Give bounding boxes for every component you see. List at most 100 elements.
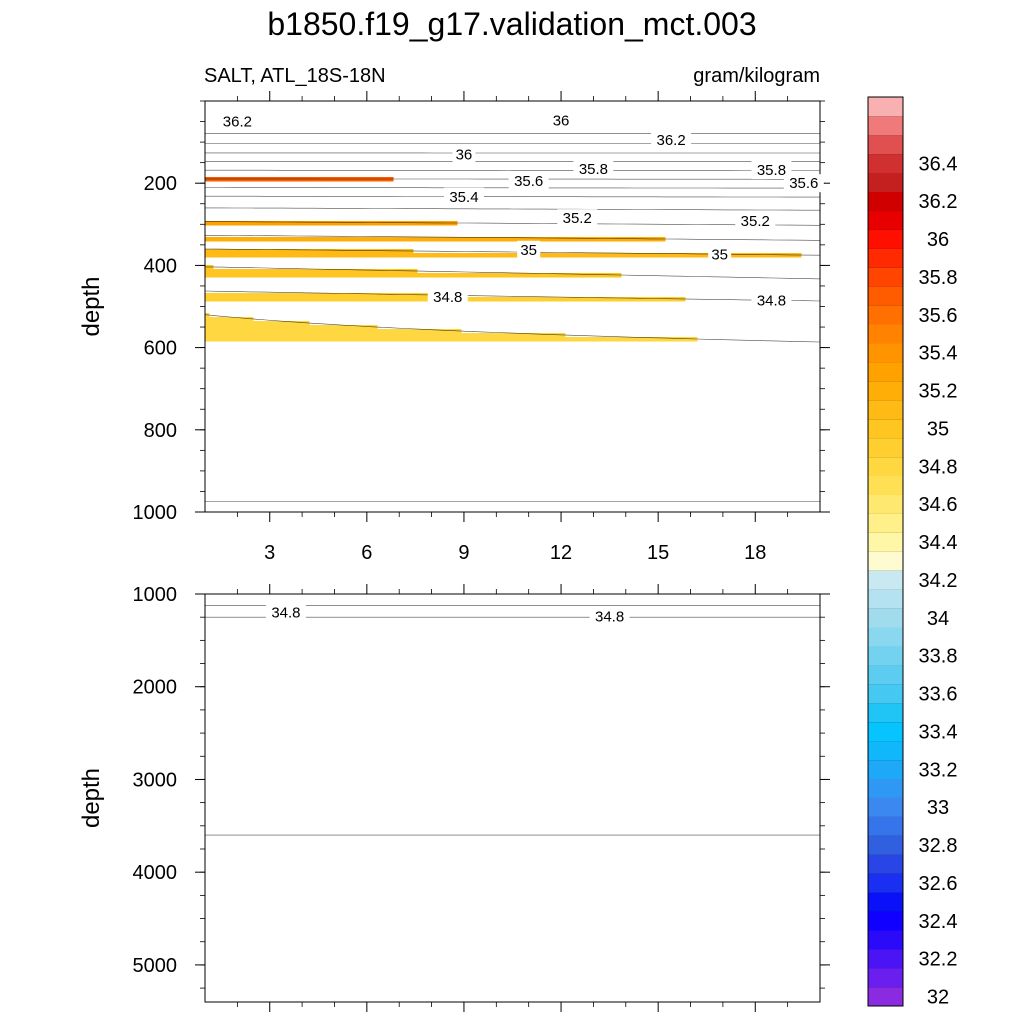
contour-label: 35.2	[563, 210, 592, 227]
contour-label-box	[557, 209, 598, 228]
colorbar-swatch	[868, 153, 903, 174]
y-tick-label: 1000	[133, 584, 178, 606]
contour-label-box	[517, 240, 541, 259]
colorbar-swatch	[868, 665, 903, 685]
contour-label-box	[751, 291, 792, 310]
contour-label-box	[651, 131, 692, 150]
colorbar-swatch	[868, 134, 903, 155]
colorbar-swatch	[868, 740, 903, 761]
colorbar-swatch	[868, 97, 903, 117]
contour-line	[205, 207, 820, 211]
colorbar-swatch	[868, 210, 903, 230]
contour-label: 35.8	[757, 162, 786, 179]
contour-label-box	[708, 245, 732, 264]
figure-title: b1850.f19_g17.validation_mct.003	[267, 6, 756, 42]
colorbar-swatch	[868, 608, 903, 628]
contour-line	[204, 314, 821, 343]
y-tick-label: 600	[144, 338, 177, 360]
colorbar-swatch	[868, 324, 903, 344]
x-tick-label: 6	[361, 542, 372, 564]
y-tick-label: 400	[144, 255, 177, 277]
contour-label-box	[508, 172, 549, 191]
colorbar-swatch	[868, 532, 903, 552]
colorbar-swatch	[868, 646, 903, 666]
colorbar-tick-label: 32.2	[919, 949, 958, 971]
colorbar-swatch	[868, 400, 903, 420]
colorbar-swatch	[868, 892, 903, 912]
contour-label: 36	[456, 146, 473, 163]
colorbar-tick-label: 32.8	[919, 835, 958, 857]
y-tick-label: 4000	[133, 862, 178, 884]
x-tick-label: 9	[458, 542, 469, 564]
colorbar-swatch	[868, 703, 903, 723]
colorbar-swatch	[868, 494, 903, 514]
colorbar-tick-label: 35	[927, 418, 949, 440]
y-tick-label: 5000	[133, 955, 178, 977]
colorbar-swatch	[868, 513, 903, 533]
contour-label: 35.6	[514, 173, 543, 190]
colorbar-tick-label: 33.8	[919, 646, 958, 668]
colorbar-swatch	[868, 589, 903, 609]
colorbar-swatch	[868, 248, 903, 268]
colorbar-tick-label: 33.4	[919, 721, 958, 743]
colorbar-swatch	[868, 854, 903, 874]
colorbar-swatch	[868, 343, 903, 363]
colorbar-swatch	[868, 873, 903, 893]
plot-frame	[204, 593, 821, 1003]
colorbar-tick-label: 33.6	[919, 684, 958, 706]
colorbar-swatch	[868, 418, 903, 439]
plot-frame	[204, 100, 821, 513]
colorbar-tick-label: 34	[927, 608, 949, 630]
y-tick-label: 2000	[133, 677, 178, 699]
contour-label: 34.8	[757, 292, 786, 309]
colorbar-tick-label: 32	[927, 987, 949, 1009]
contour-label: 36	[553, 112, 570, 129]
colorbar-tick-label: 36	[927, 229, 949, 251]
colorbar: 32 32.2 32.4 32.6 32.8 33 33.2 33.4 33.6 33.8 34 34…	[867, 96, 958, 1009]
colorbar-tick-label: 34.8	[919, 456, 958, 478]
colorbar-swatch	[868, 551, 903, 571]
colorbar-tick-label: 35.8	[919, 267, 958, 289]
colorbar-tick-label: 35.4	[919, 343, 958, 365]
colorbar-tick-label: 32.6	[919, 873, 958, 895]
colorbar-tick-label: 33.2	[919, 759, 958, 781]
colorbar-swatch	[868, 949, 903, 969]
contour-line	[205, 221, 821, 226]
contour-label-box	[589, 607, 630, 626]
lower-panel: 1000 2000 3000 4000 5000 depth 34.8 34.8	[78, 584, 830, 1012]
colorbar-swatch	[868, 930, 903, 950]
subtitle-variable-region: SALT, ATL_18S-18N	[204, 65, 386, 87]
colorbar-tick-label: 32.4	[919, 911, 958, 933]
contour-label-box	[427, 288, 468, 307]
subtitle-units: gram/kilogram	[693, 65, 820, 87]
contour-lines	[205, 605, 820, 836]
contour-label: 35	[520, 242, 537, 259]
colorbar-tick-label: 33	[927, 797, 949, 819]
contour-label: 35.4	[449, 189, 478, 206]
contour-label: 36.2	[657, 132, 686, 149]
colorbar-swatch	[868, 115, 903, 136]
contour-label-box	[735, 212, 776, 231]
colorbar-swatch	[868, 778, 903, 798]
contour-label-box	[452, 145, 476, 164]
colorbar-swatch	[868, 816, 903, 836]
colorbar-tick-label: 34.4	[919, 532, 958, 554]
y-axis-label: depth	[78, 276, 105, 336]
contour-line	[204, 290, 821, 302]
colorbar-swatch	[868, 286, 903, 306]
colorbar-swatch	[868, 475, 903, 495]
y-tick-label: 3000	[133, 769, 178, 791]
y-tick-label: 200	[144, 173, 177, 195]
contour-label-box	[751, 161, 792, 180]
y-tick-label: 1000	[133, 502, 178, 524]
colorbar-swatch	[868, 305, 903, 325]
x-tick-label: 3	[264, 542, 275, 564]
colorbar-swatch	[868, 684, 903, 704]
contour-label-box	[217, 112, 258, 131]
x-tick-label: 12	[550, 542, 572, 564]
contour-label: 35.2	[741, 213, 770, 230]
colorbar-swatch	[868, 362, 903, 382]
colorbar-swatch	[868, 911, 903, 931]
